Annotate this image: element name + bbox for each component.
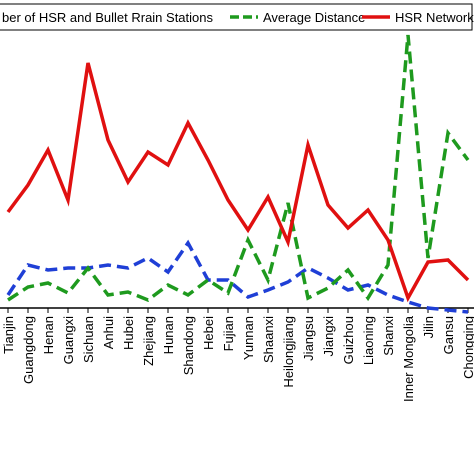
x-tick-label: Hebei: [201, 316, 216, 350]
line-series: [6, 62, 470, 303]
x-tick-label: Shaanxi: [261, 316, 276, 363]
x-tick-label: Chongqing: [461, 316, 474, 379]
x-tick-label: Sichuan: [81, 316, 96, 363]
x-tick-label: Yunnan: [241, 316, 256, 360]
x-tick-label: Hunan: [161, 316, 176, 354]
x-tick-label: Guangdong: [21, 316, 36, 384]
x-tick-label: Jiangsu: [301, 316, 316, 361]
x-tick-label: Liaoning: [361, 316, 376, 365]
x-tick-label: Gansu: [441, 316, 456, 354]
x-tick-label: Heilongjiang: [281, 316, 296, 388]
x-tick-label: Zhejiang: [141, 316, 156, 366]
x-tick-label: Guizhou: [341, 316, 356, 364]
x-tick-label: Tianjin: [1, 316, 16, 354]
x-tick-label: Guangxi: [61, 316, 76, 365]
x-tick-label: Anhui: [101, 316, 116, 349]
x-tick-label: Shandong: [181, 316, 196, 375]
legend-label: ber of HSR and Bullet Rrain Stations: [2, 10, 213, 25]
legend-label: HSR Network: [395, 10, 474, 25]
x-tick-label: Inner Mongolia: [401, 315, 416, 402]
x-tick-label: Hubei: [121, 316, 136, 350]
line-series: [6, 239, 469, 314]
x-tick-label: Henan: [41, 316, 56, 354]
x-tick-label: Jilin: [421, 316, 436, 338]
x-tick-label: Jiangxi: [321, 316, 336, 357]
line-series: [7, 34, 470, 302]
legend-label: Average Distance: [263, 10, 365, 25]
x-tick-label: Shanxi: [381, 316, 396, 356]
x-tick-label: Fujian: [221, 316, 236, 351]
